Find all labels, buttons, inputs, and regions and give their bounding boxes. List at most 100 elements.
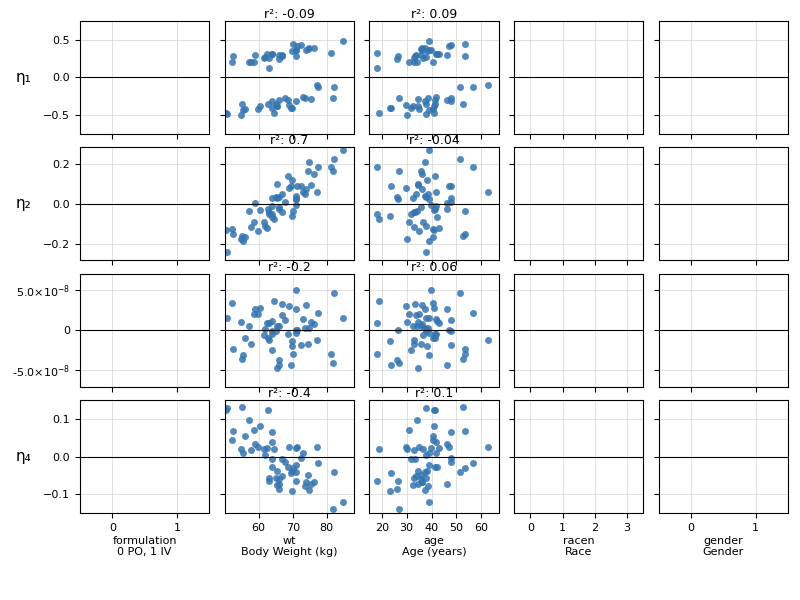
- Point: [416, 330, 429, 340]
- Point: [404, 345, 417, 355]
- Point: [459, 344, 472, 354]
- Point: [290, 304, 302, 314]
- Point: [261, 405, 274, 415]
- Point: [422, 448, 435, 457]
- Point: [422, 328, 435, 337]
- Point: [258, 330, 270, 340]
- Point: [254, 205, 266, 215]
- Title: r²: 0.06: r²: 0.06: [411, 261, 457, 274]
- Point: [308, 319, 321, 329]
- Point: [454, 155, 466, 164]
- Point: [384, 211, 397, 221]
- Point: [266, 49, 278, 58]
- Point: [263, 473, 276, 483]
- Point: [282, 171, 294, 181]
- Point: [286, 175, 298, 185]
- Point: [429, 314, 442, 324]
- Point: [419, 109, 432, 119]
- Point: [425, 45, 438, 55]
- Point: [419, 221, 432, 231]
- Point: [408, 445, 421, 455]
- Point: [414, 340, 427, 349]
- Point: [373, 296, 386, 306]
- Point: [410, 190, 422, 199]
- Point: [276, 310, 289, 320]
- Point: [415, 45, 428, 55]
- Point: [247, 309, 260, 319]
- Point: [418, 158, 431, 167]
- Point: [261, 100, 274, 109]
- Point: [370, 162, 383, 172]
- Point: [221, 404, 234, 413]
- Point: [336, 36, 349, 46]
- Point: [302, 166, 315, 176]
- Point: [467, 83, 480, 92]
- Point: [273, 321, 286, 331]
- Point: [236, 100, 249, 109]
- Point: [252, 309, 265, 319]
- Point: [440, 95, 453, 105]
- Point: [391, 325, 404, 335]
- Point: [441, 439, 454, 449]
- Point: [236, 231, 249, 241]
- Point: [410, 50, 422, 60]
- Point: [270, 193, 283, 202]
- Point: [282, 462, 294, 472]
- Point: [426, 298, 439, 307]
- Point: [400, 444, 413, 454]
- Point: [294, 181, 307, 191]
- Point: [414, 44, 427, 54]
- Point: [410, 206, 423, 215]
- Point: [429, 187, 442, 197]
- Point: [287, 206, 300, 216]
- Point: [422, 460, 435, 470]
- Y-axis label: η₄: η₄: [16, 449, 32, 464]
- Point: [273, 202, 286, 211]
- Point: [422, 481, 434, 491]
- Point: [400, 301, 413, 311]
- Point: [326, 358, 339, 367]
- Point: [266, 103, 278, 113]
- Point: [296, 314, 309, 324]
- Point: [298, 190, 311, 199]
- Point: [407, 53, 420, 63]
- Point: [429, 95, 442, 105]
- Point: [391, 194, 404, 203]
- Title: r²: 0.09: r²: 0.09: [411, 8, 457, 21]
- Point: [415, 477, 428, 487]
- Point: [445, 326, 458, 336]
- Point: [408, 340, 421, 349]
- Point: [258, 221, 271, 231]
- Point: [393, 166, 406, 176]
- Point: [324, 48, 337, 58]
- Point: [266, 454, 278, 463]
- Point: [290, 45, 303, 55]
- X-axis label: age
Age (years): age Age (years): [402, 535, 466, 557]
- Point: [419, 52, 432, 62]
- Point: [287, 463, 300, 473]
- Point: [428, 205, 441, 214]
- Point: [265, 427, 278, 437]
- Point: [247, 58, 260, 67]
- Point: [430, 462, 443, 472]
- Point: [390, 192, 403, 202]
- Point: [287, 40, 300, 49]
- Point: [444, 453, 457, 463]
- Point: [328, 155, 341, 164]
- Point: [418, 323, 431, 333]
- Title: r²: -0.09: r²: -0.09: [264, 8, 314, 21]
- Point: [370, 476, 383, 485]
- Point: [426, 334, 439, 343]
- Point: [454, 467, 466, 477]
- Point: [242, 206, 255, 215]
- Point: [311, 80, 324, 90]
- Point: [407, 193, 420, 203]
- Point: [311, 442, 324, 452]
- Point: [425, 285, 438, 295]
- Point: [263, 53, 276, 63]
- Point: [422, 497, 435, 507]
- Point: [291, 325, 304, 334]
- Point: [412, 94, 425, 104]
- Point: [308, 169, 321, 179]
- Point: [262, 476, 275, 485]
